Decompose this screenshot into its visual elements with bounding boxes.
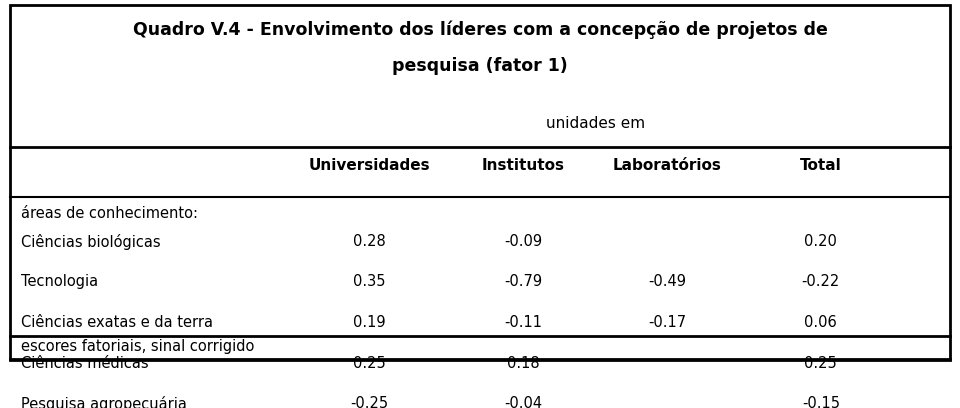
Text: Tecnologia: Tecnologia — [21, 275, 98, 290]
Text: Quadro V.4 - Envolvimento dos líderes com a concepção de projetos de: Quadro V.4 - Envolvimento dos líderes co… — [132, 20, 828, 39]
Text: -0.25: -0.25 — [350, 396, 389, 408]
Text: 0.35: 0.35 — [353, 275, 386, 290]
Text: pesquisa (fator 1): pesquisa (fator 1) — [392, 57, 568, 75]
Text: Laboratórios: Laboratórios — [612, 158, 722, 173]
Text: -0.09: -0.09 — [504, 234, 542, 249]
Text: Total: Total — [800, 158, 842, 173]
Text: 0.06: 0.06 — [804, 315, 837, 330]
Text: 0.28: 0.28 — [353, 234, 386, 249]
Text: Ciências exatas e da terra: Ciências exatas e da terra — [21, 315, 213, 330]
Text: Institutos: Institutos — [482, 158, 564, 173]
Text: -0.49: -0.49 — [648, 275, 686, 290]
Text: -0.11: -0.11 — [504, 315, 542, 330]
Text: Ciências médicas: Ciências médicas — [21, 355, 149, 370]
Text: 0.25: 0.25 — [804, 355, 837, 370]
Text: áreas de conhecimento:: áreas de conhecimento: — [21, 206, 198, 221]
Text: -0.04: -0.04 — [504, 396, 542, 408]
Text: Universidades: Universidades — [309, 158, 430, 173]
Text: unidades em: unidades em — [545, 116, 645, 131]
Text: -0.17: -0.17 — [648, 315, 686, 330]
Text: escores fatoriais, sinal corrigido: escores fatoriais, sinal corrigido — [21, 339, 254, 354]
Text: Ciências biológicas: Ciências biológicas — [21, 234, 160, 250]
Text: 0.20: 0.20 — [804, 234, 837, 249]
Text: 0.25: 0.25 — [353, 355, 386, 370]
Text: -0.22: -0.22 — [802, 275, 840, 290]
Text: -0.79: -0.79 — [504, 275, 542, 290]
Text: Pesquisa agropecuária: Pesquisa agropecuária — [21, 396, 187, 408]
Text: 0.19: 0.19 — [353, 315, 386, 330]
Text: -0.15: -0.15 — [802, 396, 840, 408]
Text: 0.18: 0.18 — [507, 355, 540, 370]
